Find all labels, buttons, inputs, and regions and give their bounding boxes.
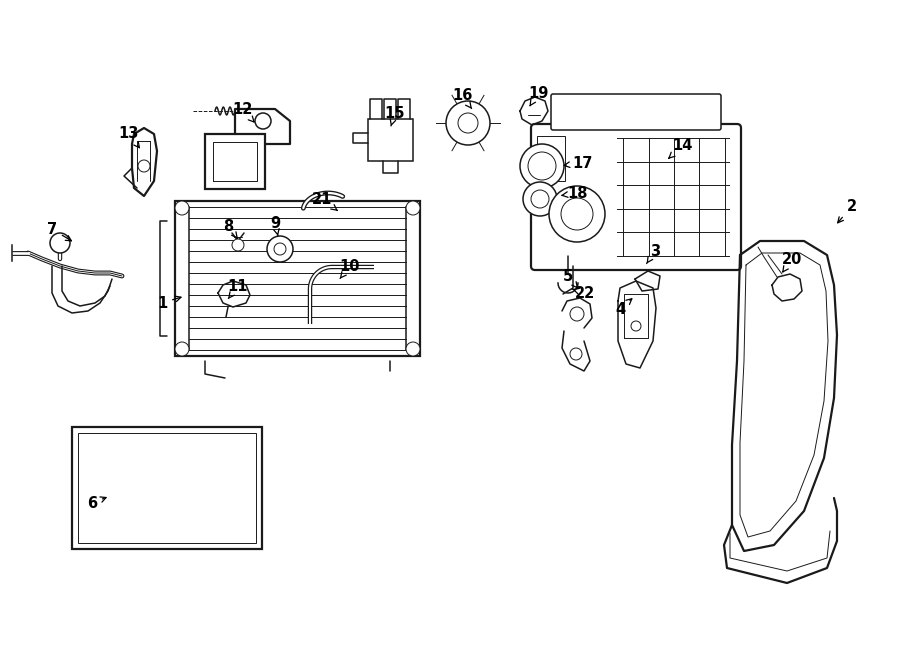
Text: 20: 20 — [782, 251, 802, 272]
Text: 7: 7 — [47, 221, 71, 241]
Text: 15: 15 — [385, 106, 405, 126]
FancyBboxPatch shape — [531, 124, 741, 270]
Text: 22: 22 — [572, 286, 595, 301]
Text: 10: 10 — [340, 258, 360, 278]
Circle shape — [528, 152, 556, 180]
FancyBboxPatch shape — [551, 94, 721, 130]
Circle shape — [406, 201, 420, 215]
Circle shape — [549, 186, 605, 242]
Bar — [72, 427, 262, 549]
Text: 5: 5 — [562, 268, 578, 288]
Circle shape — [255, 113, 271, 129]
Text: 4: 4 — [615, 299, 632, 317]
Circle shape — [561, 198, 593, 230]
Bar — [78, 433, 256, 543]
Circle shape — [520, 144, 564, 188]
Circle shape — [458, 113, 478, 133]
Text: 21: 21 — [311, 192, 338, 210]
Text: 3: 3 — [646, 243, 660, 264]
Circle shape — [406, 342, 420, 356]
Circle shape — [138, 160, 150, 172]
Circle shape — [570, 348, 582, 360]
Circle shape — [274, 243, 286, 255]
Text: 6: 6 — [87, 496, 106, 510]
Bar — [537, 136, 565, 181]
Bar — [175, 201, 420, 356]
Circle shape — [232, 239, 244, 251]
Circle shape — [531, 190, 549, 208]
Text: 12: 12 — [232, 102, 254, 122]
Text: 9: 9 — [270, 215, 280, 236]
Text: 17: 17 — [564, 155, 592, 171]
Circle shape — [175, 201, 189, 215]
Text: 11: 11 — [228, 278, 248, 299]
Circle shape — [631, 321, 641, 331]
Circle shape — [523, 182, 557, 216]
Text: 2: 2 — [838, 198, 857, 223]
Text: 13: 13 — [118, 126, 140, 147]
Text: 14: 14 — [669, 139, 692, 159]
Circle shape — [570, 307, 584, 321]
Text: 8: 8 — [223, 219, 238, 239]
Circle shape — [446, 101, 490, 145]
Text: 16: 16 — [452, 89, 472, 108]
Bar — [205, 134, 265, 189]
Text: 19: 19 — [527, 85, 548, 106]
Circle shape — [50, 233, 70, 253]
Circle shape — [267, 236, 293, 262]
Circle shape — [175, 342, 189, 356]
Text: 18: 18 — [562, 186, 589, 200]
Bar — [368, 119, 413, 161]
Text: 1: 1 — [157, 295, 181, 311]
